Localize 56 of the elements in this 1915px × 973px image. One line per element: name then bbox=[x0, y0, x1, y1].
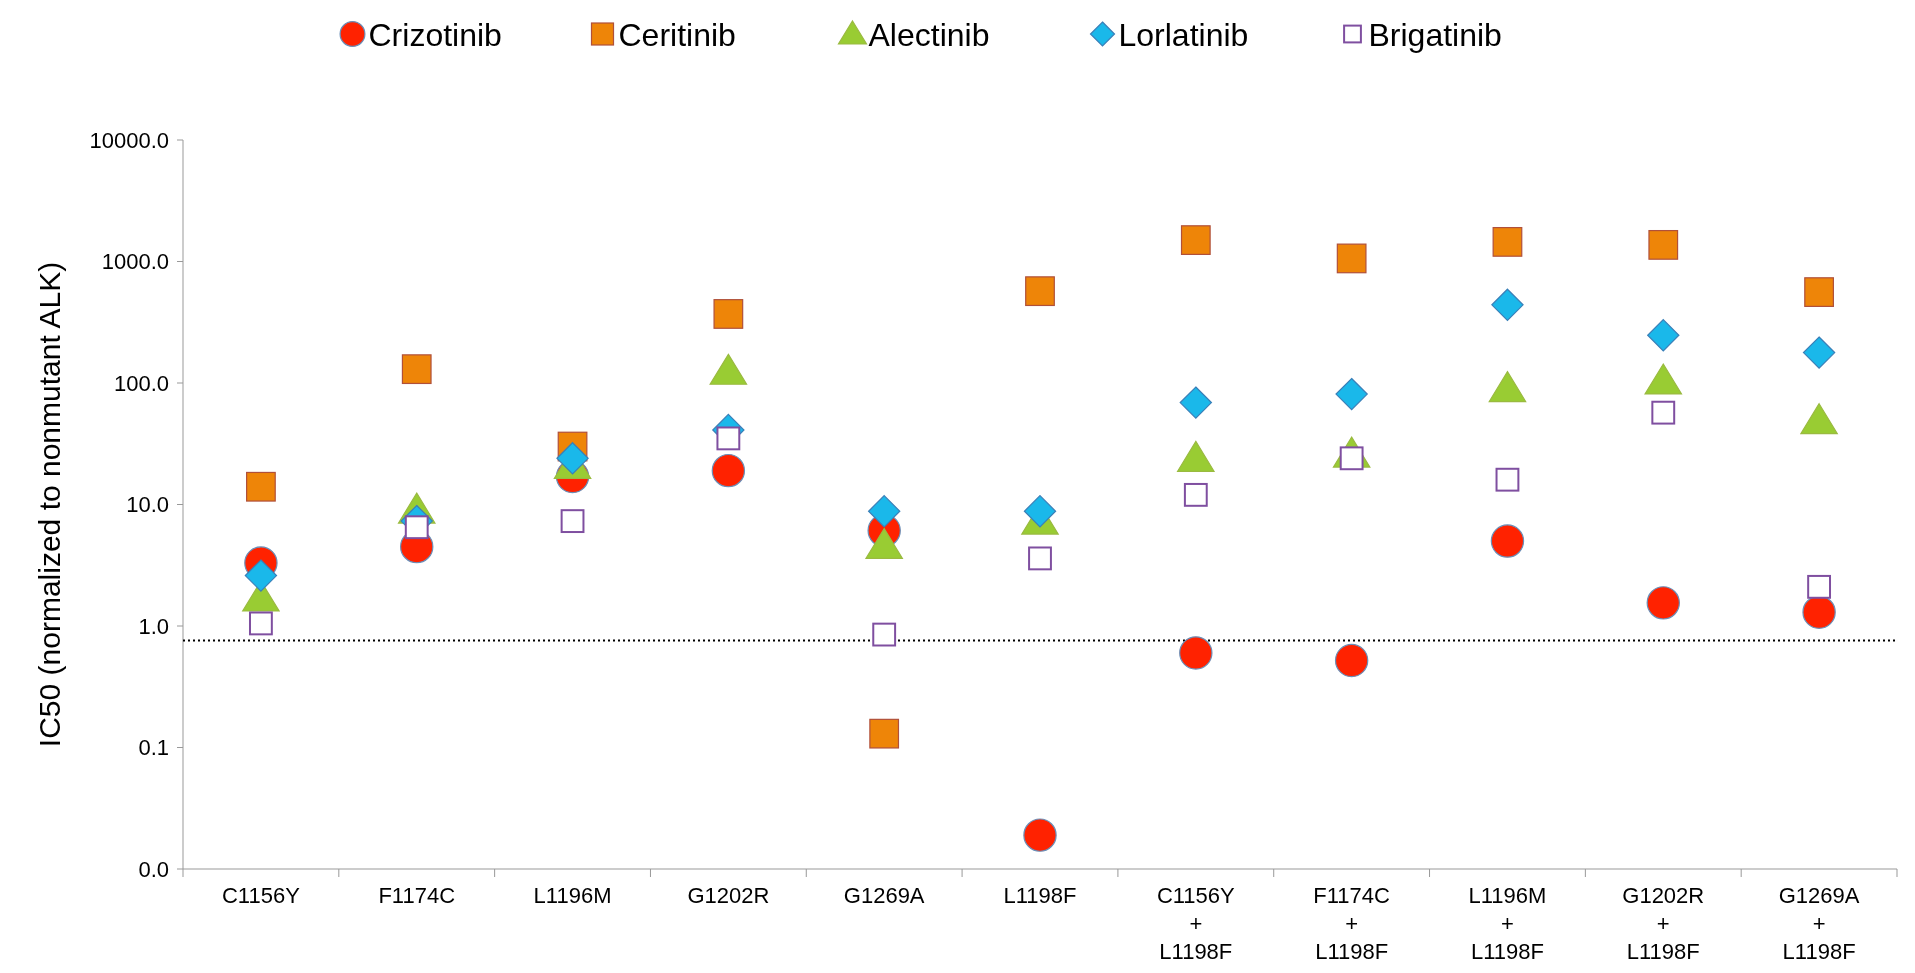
point bbox=[869, 718, 900, 749]
legend-label: Alectinib bbox=[868, 17, 990, 53]
legend-label: Lorlatinib bbox=[1118, 17, 1249, 53]
point bbox=[1335, 377, 1368, 411]
point bbox=[713, 299, 744, 329]
x-tick-label: G1202R bbox=[687, 883, 770, 908]
point bbox=[1025, 276, 1055, 307]
y-tick-label: 0.0 bbox=[138, 856, 169, 882]
point bbox=[246, 471, 276, 502]
x-tick-label: G1269A bbox=[843, 883, 925, 908]
point bbox=[1488, 371, 1527, 403]
x-tick-label: F1174C + L1198F bbox=[1313, 883, 1391, 964]
point bbox=[1023, 818, 1057, 852]
legend-label: Ceritinib bbox=[618, 17, 736, 53]
point bbox=[1492, 226, 1523, 257]
point bbox=[1334, 643, 1369, 678]
point bbox=[1491, 288, 1524, 322]
point bbox=[1802, 336, 1836, 369]
point bbox=[867, 495, 901, 528]
point bbox=[1647, 319, 1680, 352]
point bbox=[1180, 225, 1211, 256]
point bbox=[1804, 277, 1834, 307]
x-tick-label: L1196M bbox=[533, 883, 612, 908]
point bbox=[1800, 403, 1838, 435]
point bbox=[1648, 229, 1679, 260]
point bbox=[404, 515, 429, 540]
y-tick-label: 1000.0 bbox=[101, 249, 169, 275]
y-tick-label: 10.0 bbox=[126, 492, 169, 518]
point bbox=[1023, 495, 1057, 528]
point bbox=[711, 453, 746, 488]
point bbox=[1490, 524, 1525, 558]
point bbox=[716, 426, 741, 451]
x-tick-label: L1196M + L1198F bbox=[1468, 883, 1547, 964]
point bbox=[401, 354, 432, 385]
legend-label: Brigatinib bbox=[1368, 17, 1502, 53]
point bbox=[1177, 440, 1215, 472]
point bbox=[1179, 386, 1213, 419]
point bbox=[1646, 586, 1680, 620]
x-tick-label: L1198F bbox=[1003, 883, 1077, 908]
x-tick-label: G1202R + L1198F bbox=[1622, 883, 1705, 964]
y-tick-label: 0.1 bbox=[138, 735, 169, 761]
x-tick-label: G1269A + L1198F bbox=[1778, 883, 1860, 964]
point bbox=[1644, 363, 1683, 395]
point bbox=[1179, 636, 1213, 670]
y-tick-label: 100.0 bbox=[113, 370, 169, 396]
point bbox=[865, 527, 903, 560]
x-tick-label: C1156Y + L1198F bbox=[1156, 883, 1236, 964]
point bbox=[709, 353, 748, 385]
x-tick-label: F1174C bbox=[378, 883, 456, 908]
x-tick-label: C1156Y bbox=[221, 883, 301, 908]
legend-label: Crizotinib bbox=[368, 17, 502, 53]
point bbox=[244, 559, 278, 592]
y-tick-label: 1.0 bbox=[138, 613, 169, 639]
y-tick-label: 10000.0 bbox=[89, 127, 169, 153]
point bbox=[1336, 243, 1367, 274]
y-axis-title: IC50 (normalized to nonmutant ALK) bbox=[33, 261, 66, 748]
